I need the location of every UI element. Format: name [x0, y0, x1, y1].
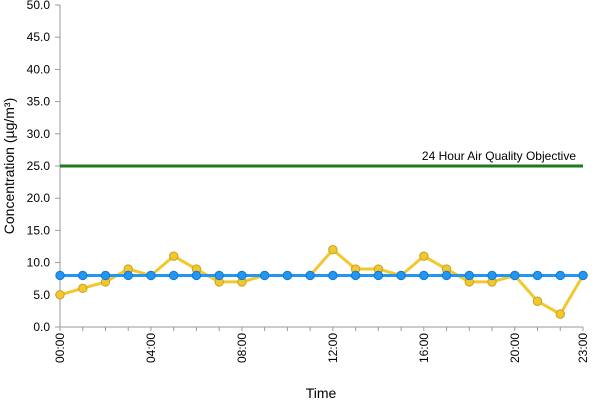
data-point — [373, 270, 384, 281]
x-tick-label: 20:00 — [508, 333, 522, 363]
x-tick-label: 23:00 — [576, 333, 590, 363]
x-axis-ticks: 00:00 04:00 08:00 12:00 16:00 20:00 23:00 — [53, 327, 590, 363]
data-point — [532, 270, 543, 281]
data-series — [55, 245, 588, 319]
x-tick-label: 04:00 — [144, 333, 158, 363]
data-point — [78, 283, 88, 294]
data-point — [146, 270, 156, 281]
x-tick-label: 12:00 — [326, 333, 340, 363]
y-axis-title: Concentration (µg/m³) — [1, 98, 17, 234]
data-point — [237, 270, 247, 281]
data-point — [259, 270, 270, 281]
data-point — [350, 270, 361, 281]
objective-label: 24 Hour Air Quality Objective — [422, 149, 576, 163]
data-point — [78, 270, 88, 281]
y-tick-label: 20.0 — [27, 191, 51, 205]
y-tick-label: 40.0 — [27, 62, 51, 76]
data-point — [419, 270, 429, 281]
y-tick-label: 45.0 — [27, 30, 51, 44]
data-point — [555, 270, 565, 281]
y-tick-label: 25.0 — [27, 159, 51, 173]
x-tick-label: 00:00 — [53, 333, 67, 363]
series-line — [59, 248, 585, 316]
data-point — [510, 270, 520, 281]
y-tick-label: 10.0 — [27, 256, 51, 270]
y-tick-label: 50.0 — [27, 0, 51, 12]
y-tick-label: 15.0 — [27, 223, 51, 237]
y-tick-label: 30.0 — [27, 127, 51, 141]
data-point — [100, 270, 111, 281]
data-point — [282, 270, 293, 281]
data-point — [214, 270, 224, 281]
data-point — [464, 270, 475, 281]
series-1 — [55, 270, 588, 281]
data-point — [532, 296, 543, 306]
y-axis-ticks: 0.0 5.0 10.0 15.0 20.0 25.0 30.0 35.0 40.0 45.0 50… — [27, 0, 60, 334]
data-point — [168, 251, 179, 261]
y-tick-label: 35.0 — [27, 95, 51, 109]
x-axis-title: Time — [306, 385, 337, 400]
data-point — [396, 270, 406, 281]
data-point — [555, 309, 565, 319]
data-point — [578, 270, 588, 281]
data-point — [305, 270, 315, 281]
data-point — [191, 270, 202, 281]
data-point — [419, 251, 429, 261]
data-point — [168, 270, 179, 281]
y-tick-label: 5.0 — [33, 288, 50, 302]
data-point — [328, 270, 338, 281]
x-tick-label: 08:00 — [235, 333, 249, 363]
data-point — [328, 245, 338, 255]
air-quality-objective-line: 24 Hour Air Quality Objective — [60, 149, 583, 168]
y-tick-label: 0.0 — [33, 320, 50, 334]
data-point — [123, 270, 133, 281]
series-0 — [55, 245, 588, 319]
data-point — [487, 270, 497, 281]
x-tick-label: 16:00 — [417, 333, 431, 363]
data-point — [441, 270, 452, 281]
data-point — [55, 290, 65, 300]
data-point — [55, 270, 65, 281]
